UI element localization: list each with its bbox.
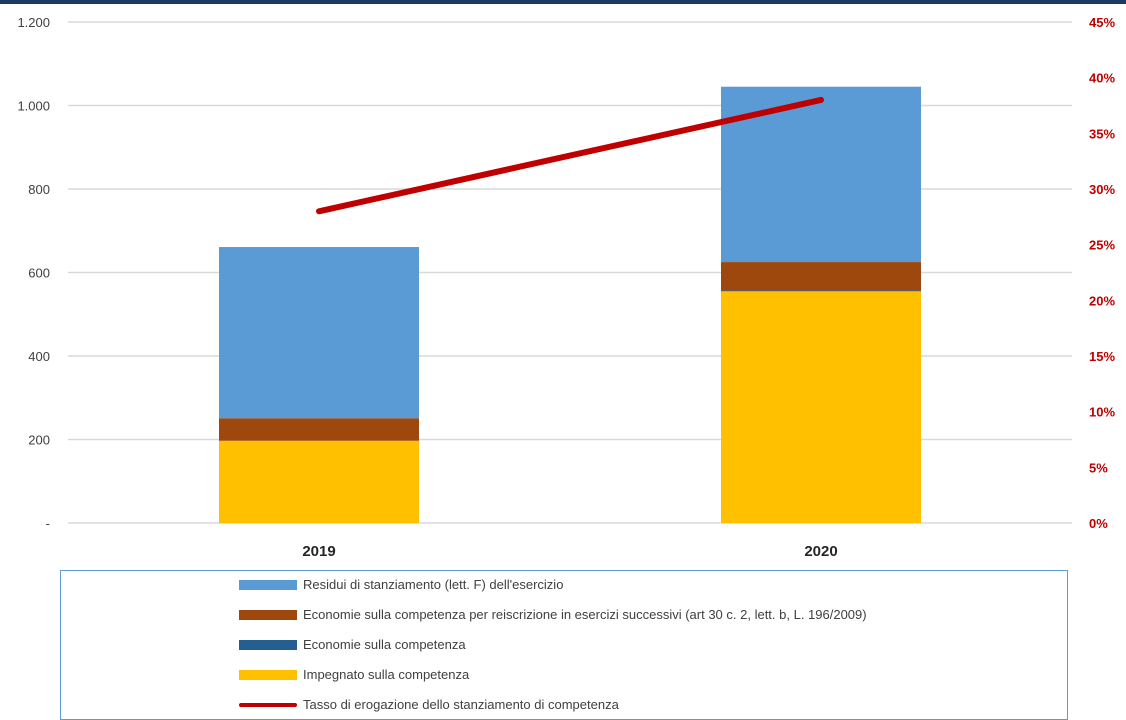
legend-swatch-impegnato (239, 669, 297, 680)
y-tick-label-right: 25% (1089, 238, 1115, 253)
legend-label-tasso: Tasso di erogazione dello stanziamento d… (303, 697, 619, 712)
legend-swatch-residui (239, 579, 297, 590)
y-tick-label-right: 0% (1089, 516, 1108, 531)
legend-item-tasso: Tasso di erogazione dello stanziamento d… (239, 697, 619, 712)
y-tick-label-right: 35% (1089, 126, 1115, 141)
y-tick-label-left: - (46, 516, 50, 531)
legend-label-residui: Residui di stanziamento (lett. F) dell'e… (303, 577, 564, 592)
y-tick-label-left: 200 (28, 433, 50, 448)
bar-segment (721, 262, 921, 291)
legend: Residui di stanziamento (lett. F) dell'e… (60, 570, 1068, 720)
rate-line (316, 96, 824, 215)
y-tick-label-right: 5% (1089, 460, 1108, 475)
stacked-bar-chart: - 200 400 600 800 1.000 1.200 0% 5% 10% 15% 20% 25% 3… (17, 15, 1115, 560)
y-tick-label-left: 800 (28, 182, 50, 197)
legend-swatch-economie-reiscrizione (239, 609, 297, 620)
x-tick-label: 2019 (302, 543, 335, 560)
y-tick-label-right: 30% (1089, 182, 1115, 197)
legend-label-economie: Economie sulla competenza (303, 637, 466, 652)
legend-label-economie-reiscrizione: Economie sulla competenza per reiscrizio… (303, 607, 867, 622)
y-tick-label-right: 40% (1089, 71, 1115, 86)
y-tick-label-left: 400 (28, 349, 50, 364)
legend-item-impegnato: Impegnato sulla competenza (239, 667, 469, 682)
legend-item-residui: Residui di stanziamento (lett. F) dell'e… (239, 577, 563, 592)
y-tick-label-left: 1.200 (17, 15, 50, 30)
bar-segment (219, 418, 419, 441)
y-tick-label-left: 1.000 (17, 99, 50, 114)
legend-item-economie: Economie sulla competenza (239, 637, 466, 652)
bar-segment (721, 290, 921, 292)
y-tick-label-right: 20% (1089, 293, 1115, 308)
bar-segment (219, 247, 419, 419)
legend-item-economie-reiscrizione: Economie sulla competenza per reiscrizio… (239, 607, 867, 622)
legend-swatch-economie (239, 639, 297, 650)
bar-segment (219, 440, 419, 523)
bar-segment (721, 291, 921, 523)
legend-label-impegnato: Impegnato sulla competenza (303, 667, 470, 682)
top-border (0, 0, 1126, 4)
y-tick-label-left: 600 (28, 266, 50, 281)
legend-line-tasso (239, 702, 297, 707)
x-tick-label: 2020 (804, 543, 837, 560)
y-tick-label-right: 15% (1089, 349, 1115, 364)
y-tick-label-right: 45% (1089, 15, 1115, 30)
y-tick-label-right: 10% (1089, 405, 1115, 420)
